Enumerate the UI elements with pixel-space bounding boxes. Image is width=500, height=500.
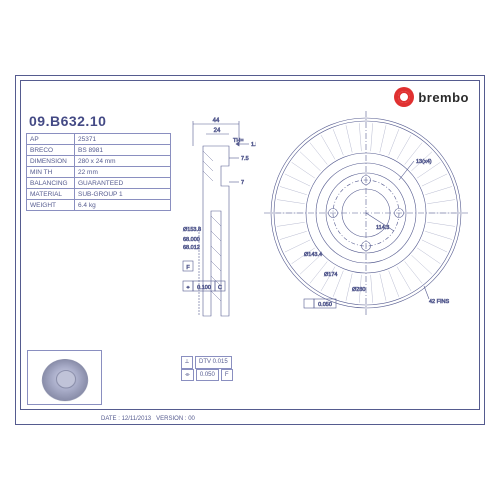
svg-text:Ø143.4: Ø143.4	[304, 252, 322, 258]
svg-text:0.100: 0.100	[197, 285, 211, 291]
date-label: DATE :	[101, 416, 120, 422]
spec-value: 22 mm	[75, 167, 171, 178]
svg-text:68.012: 68.012	[183, 245, 200, 251]
spec-row: MATERIALSUB-GROUP 1	[27, 189, 171, 200]
spec-row: BRECOBS 8981	[27, 145, 171, 156]
thumbnail-box	[27, 350, 102, 405]
footer-meta: DATE : 12/11/2013 VERSION : 00	[101, 416, 195, 422]
svg-text:⌖: ⌖	[186, 285, 189, 291]
rotor-thumbnail-icon	[39, 359, 90, 401]
spec-label: MIN TH	[27, 167, 75, 178]
part-number: 09.B632.10	[29, 113, 106, 129]
spec-label: DIMENSION	[27, 156, 75, 167]
gdt-value: DTV 0.015	[195, 356, 232, 368]
spec-label: MATERIAL	[27, 189, 75, 200]
brand-name: brembo	[418, 90, 469, 105]
svg-text:7.5: 7.5	[241, 156, 249, 162]
spec-row: WEIGHT6.4 kg	[27, 200, 171, 211]
spec-table: AP25371BRECOBS 8981DIMENSION280 x 24 mmM…	[26, 133, 171, 211]
spec-value: 6.4 kg	[75, 200, 171, 211]
spec-value: GUARANTEED	[75, 178, 171, 189]
drawing-sheet: brembo 09.B632.10 AP25371BRECOBS 8981DIM…	[15, 75, 485, 425]
spec-label: WEIGHT	[27, 200, 75, 211]
version-value: 00	[188, 416, 195, 422]
svg-text:114.3: 114.3	[376, 225, 389, 231]
version-label: VERSION :	[156, 416, 186, 422]
spec-row: BALANCINGGUARANTEED	[27, 178, 171, 189]
spec-value: BS 8981	[75, 145, 171, 156]
svg-text:F: F	[186, 265, 190, 271]
svg-text:0.050: 0.050	[318, 302, 332, 308]
gdt-ref: F	[221, 369, 233, 381]
svg-text:68.000: 68.000	[183, 237, 200, 243]
brand-logo: brembo	[394, 87, 469, 107]
spec-value: SUB-GROUP 1	[75, 189, 171, 200]
date-value: 12/11/2013	[122, 416, 152, 422]
svg-text:Ø174: Ø174	[324, 272, 337, 278]
spec-value: 280 x 24 mm	[75, 156, 171, 167]
svg-text:24: 24	[214, 128, 221, 134]
spec-label: BRECO	[27, 145, 75, 156]
svg-text:42 FINS: 42 FINS	[429, 299, 450, 305]
side-view-drawing: 44 24 TH= 1.5 7.5 7	[181, 116, 256, 366]
svg-text:44: 44	[213, 118, 220, 124]
spec-label: BALANCING	[27, 178, 75, 189]
gdt-symbol: ⟂	[181, 356, 193, 368]
svg-text:7: 7	[241, 180, 244, 186]
svg-text:C: C	[218, 285, 222, 291]
svg-text:1.5: 1.5	[251, 142, 256, 148]
tolerance-block: ⟂ DTV 0.015 ⌯ 0.050 F	[181, 356, 233, 381]
spec-row: DIMENSION280 x 24 mm	[27, 156, 171, 167]
gdt-symbol: ⌯	[181, 369, 194, 381]
brembo-icon	[394, 87, 414, 107]
svg-text:13(x4): 13(x4)	[416, 159, 432, 165]
drawing-frame: brembo 09.B632.10 AP25371BRECOBS 8981DIM…	[20, 80, 480, 410]
svg-text:Ø280: Ø280	[352, 287, 365, 293]
front-view-drawing: 13(x4) Ø143.4 114.3 Ø174 Ø280 42 FINS 0.…	[264, 111, 469, 316]
spec-row: AP25371	[27, 134, 171, 145]
spec-value: 25371	[75, 134, 171, 145]
spec-label: AP	[27, 134, 75, 145]
svg-text:Ø153.8: Ø153.8	[183, 227, 201, 233]
gdt-value: 0.050	[196, 369, 219, 381]
spec-row: MIN TH22 mm	[27, 167, 171, 178]
